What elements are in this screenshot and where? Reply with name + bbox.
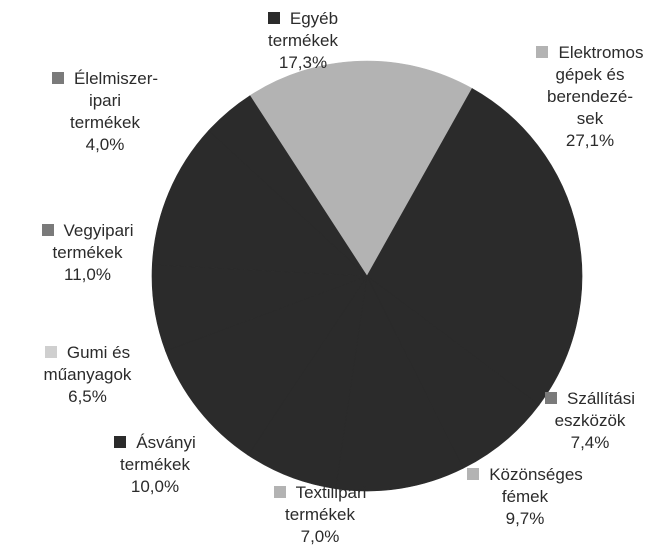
slice-label-0: Egyéb termékek 17,3%	[213, 8, 393, 74]
legend-swatch-8	[51, 72, 64, 84]
slice-name-3: Közönséges fémek	[489, 465, 583, 506]
slice-label-6: Gumi és műanyagok 6,5%	[5, 342, 170, 408]
pie-slice-1	[366, 88, 583, 406]
legend-swatch-7	[41, 224, 54, 236]
legend-swatch-1	[536, 46, 549, 58]
slice-name-4: Textilipari termékek	[285, 483, 367, 524]
slice-label-5: Ásványi termékek 10,0%	[70, 432, 240, 498]
slice-value-0: 17,3%	[278, 53, 328, 72]
slice-label-7: Vegyipari termékek 11,0%	[5, 220, 170, 286]
slice-name-8: Élelmiszer- ipari termékek	[70, 69, 159, 132]
slice-name-5: Ásványi termékek	[120, 433, 196, 474]
legend-swatch-3	[467, 468, 480, 480]
slice-label-1: Elektromos gépek és berendezé- sek 27,1%	[520, 42, 657, 152]
legend-swatch-6	[44, 346, 57, 358]
slice-name-6: Gumi és műanyagok	[43, 343, 132, 384]
pie-slice-0	[249, 60, 473, 277]
pie-slice-2	[366, 275, 540, 469]
legend-swatch-4	[273, 486, 286, 498]
slice-value-1: 27,1%	[565, 131, 615, 150]
legend-swatch-2	[544, 392, 557, 404]
slice-value-2: 7,4%	[570, 433, 610, 452]
pie-slice-3	[335, 275, 464, 492]
slice-name-7: Vegyipari termékek	[52, 221, 134, 262]
slice-value-5: 10,0%	[130, 477, 180, 496]
slice-label-4: Textilipari termékek 7,0%	[240, 482, 400, 548]
pie-slice-8	[208, 95, 368, 277]
slice-name-1: Elektromos gépek és berendezé- sek	[546, 43, 644, 128]
pie-slice-7	[151, 130, 368, 277]
slice-name-0: Egyéb termékek	[268, 9, 339, 50]
legend-swatch-0	[267, 12, 280, 24]
slice-value-8: 4,0%	[85, 135, 125, 154]
slice-value-3: 9,7%	[505, 509, 545, 528]
pie-slice-5	[165, 275, 368, 456]
slice-name-2: Szállítási eszközök	[554, 389, 636, 430]
slice-value-6: 6,5%	[68, 387, 107, 406]
slice-value-4: 7,0%	[300, 527, 340, 546]
slice-label-3: Közönséges fémek 9,7%	[450, 464, 600, 530]
slice-label-2: Szállítási eszközök 7,4%	[530, 388, 650, 454]
slice-label-8: Élelmiszer- ipari termékek 4,0%	[20, 68, 190, 156]
legend-swatch-5	[114, 436, 127, 448]
slice-value-7: 11,0%	[64, 265, 111, 284]
